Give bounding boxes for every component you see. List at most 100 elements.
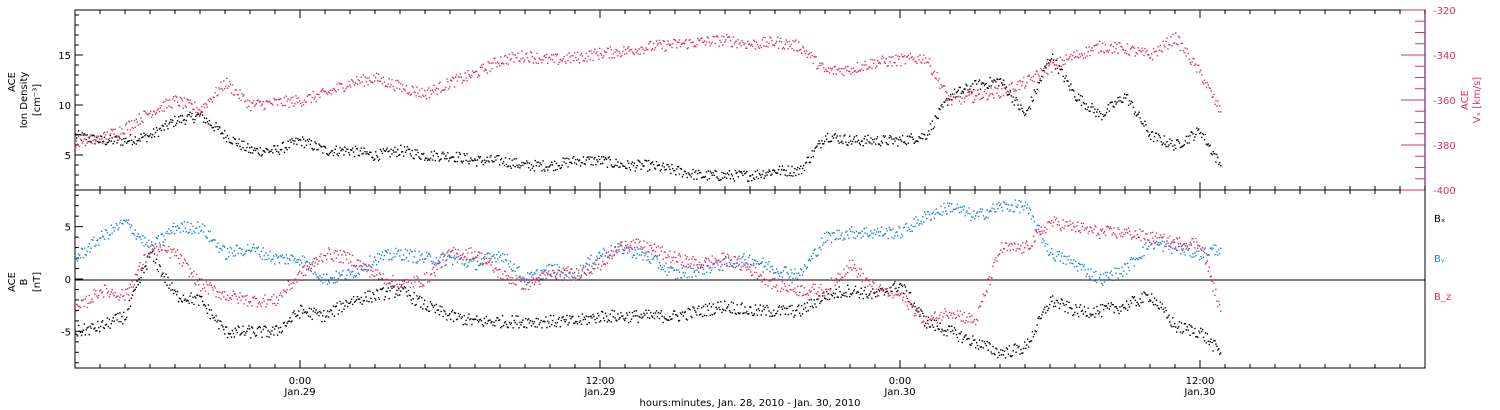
bx-data-point [574,322,576,324]
by-data-point [280,255,283,258]
density-data-point [116,142,118,144]
bx-data-point [447,315,449,317]
bx-data-point [396,289,398,292]
bx-data-point [911,306,913,308]
bx-data-point [375,299,377,301]
density-data-point [301,144,303,147]
bx-data-point [805,310,808,313]
by-data-point [145,243,147,246]
vx-data-point [783,48,786,50]
bx-data-point [1050,296,1052,298]
density-data-point [475,159,477,161]
density-data-point [1135,115,1137,117]
bx-data-point [377,296,380,299]
density-data-point [286,149,288,151]
density-data-point [710,172,712,174]
bx-data-point [480,320,483,322]
vx-data-point [500,56,502,58]
by-data-point [483,255,486,258]
density-data-point [895,137,897,139]
density-data-point [888,137,890,139]
bx-data-point [1132,297,1135,299]
density-data-point [245,149,247,152]
density-data-point [556,168,559,171]
bx-data-point [1184,323,1186,325]
vx-data-point [408,91,411,94]
bx-data-point [821,300,823,302]
density-data-point [532,165,535,167]
density-data-point [995,81,997,83]
bx-data-point [1171,326,1173,328]
bx-data-point [770,312,772,314]
vx-data-point [1186,48,1188,50]
bx-data-point [830,293,833,296]
bx-data-point [840,296,842,298]
vx-data-point [172,98,174,100]
density-data-point [359,150,361,152]
vx-data-point [728,36,731,38]
by-data-point [1117,277,1119,279]
by-data-point [682,271,685,274]
vx-data-point [1040,68,1042,70]
bx-data-point [783,307,786,309]
vx-data-point [262,101,264,103]
density-data-point [634,170,636,172]
bx-data-point [931,324,934,326]
bx-data-point [601,310,603,313]
by-data-point [101,235,104,237]
bx-data-point [1008,345,1011,347]
by-data-point [129,226,132,229]
bx-data-point [260,331,262,333]
by-data-point [576,275,579,277]
by-data-point [684,272,686,274]
density-data-point [520,165,522,167]
density-data-point [449,157,451,159]
bx-data-point [307,315,310,317]
density-data-point [354,145,357,147]
vx-data-point [903,55,906,57]
density-data-point [1010,95,1012,97]
by-data-point [847,234,849,236]
bx-data-point [88,333,90,336]
by-data-point [637,248,639,250]
by-data-point [587,257,589,259]
bx-data-point [696,314,698,316]
density-data-point [226,141,228,143]
vx-data-point [870,58,872,61]
by-data-point [767,263,769,265]
density-data-point [1021,107,1023,110]
vx-data-point [967,91,969,93]
density-data-point [808,161,811,164]
vx-data-point [640,46,642,49]
density-data-point [744,173,746,175]
by-data-point [807,259,810,262]
by-data-point [701,263,703,266]
bx-data-point [1069,307,1071,309]
density-data-point [897,145,899,147]
vx-data-point [1198,64,1200,67]
by-data-point [352,276,355,279]
by-data-point [182,230,185,232]
by-data-point [709,271,711,274]
bx-data-point [592,313,594,316]
vx-data-point [875,67,877,69]
by-data-point [246,249,248,252]
by-data-point [463,264,465,266]
bx-data-point [550,314,552,317]
density-data-point [439,159,441,161]
density-data-point [1158,135,1161,137]
density-data-point [764,175,766,177]
by-data-point [829,234,832,237]
by-data-point [588,264,590,266]
vx-data-point [214,92,216,94]
vx-data-point [320,90,322,93]
density-data-point [263,150,265,152]
vx-data-point [840,68,842,70]
density-data-point [684,170,686,173]
density-data-point [643,165,645,167]
density-data-point [644,159,646,161]
vx-data-point [91,142,93,145]
density-data-point [294,140,296,142]
density-data-point [734,169,736,172]
vx-data-point [835,73,837,75]
